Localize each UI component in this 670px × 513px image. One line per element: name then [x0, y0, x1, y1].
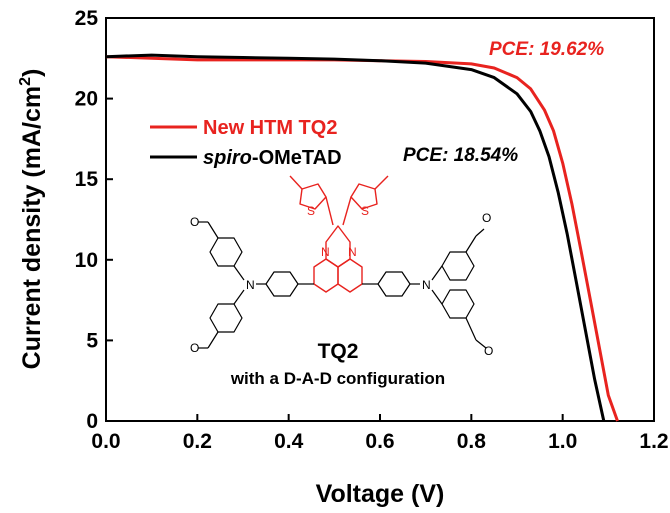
amine-nitrogen-right: N	[422, 278, 431, 292]
quinoxaline-core	[313, 225, 363, 293]
series-line-spiro	[105, 53, 606, 422]
x-tick-label: 0.0	[91, 430, 120, 453]
y-tick-label: 20	[75, 88, 98, 111]
quinoxaline-nitrogen-right: N	[348, 245, 357, 259]
x-tick-label: 0.4	[274, 430, 304, 453]
pce-annotation-spiro: PCE: 18.54%	[403, 145, 518, 166]
molecule-name: TQ2	[318, 340, 359, 363]
methoxy-top-left: O	[190, 215, 199, 229]
legend-label-tq2: New HTM TQ2	[203, 117, 337, 139]
y-tick-label: 15	[75, 168, 99, 191]
x-axis-title: Voltage (V)	[316, 480, 445, 508]
molecule-description: with a D-A-D configuration	[230, 369, 445, 388]
methoxy-bottom-right: O	[484, 344, 493, 358]
methoxy-top-right: O	[482, 211, 491, 225]
quinoxaline-nitrogen-left: N	[321, 245, 330, 259]
y-tick-label: 0	[86, 410, 98, 433]
x-tick-label: 1.2	[639, 430, 668, 453]
x-tick-label: 0.6	[365, 430, 394, 453]
phenylene-left	[256, 271, 314, 297]
x-tick-label: 0.2	[183, 430, 212, 453]
pce-annotation-tq2: PCE: 19.62%	[489, 39, 604, 60]
tq2-molecule-structure: S S N N N N	[190, 175, 493, 388]
series-lines	[105, 53, 619, 422]
thiophene-left-sulfur: S	[307, 204, 315, 218]
amine-nitrogen-left: N	[246, 278, 255, 292]
y-tick-label: 10	[75, 249, 98, 272]
axis-ticks	[105, 17, 655, 422]
methoxy-bottom-left: O	[190, 341, 199, 355]
series-line-tq2	[105, 55, 619, 422]
thiophene-right	[342, 175, 389, 226]
axis-tick-labels: 0.0 0.2 0.4 0.6 0.8 1.0 1.2 0 5 10 15 20 25	[75, 7, 669, 453]
legend-label-spiro: spiro-OMeTAD	[203, 147, 342, 169]
thiophene-left	[289, 175, 334, 226]
y-tick-label: 5	[86, 329, 98, 352]
plot-frame	[105, 17, 655, 422]
x-tick-label: 0.8	[457, 430, 487, 453]
phenylene-right	[362, 271, 420, 297]
x-tick-label: 1.0	[548, 430, 577, 453]
y-tick-label: 25	[75, 7, 99, 30]
legend: New HTM TQ2 spiro-OMeTAD	[150, 117, 342, 169]
thiophene-right-sulfur: S	[361, 204, 369, 218]
methoxyphenyl-groups	[198, 221, 487, 349]
y-axis-title: Current density (mA/cm2)	[17, 69, 46, 370]
